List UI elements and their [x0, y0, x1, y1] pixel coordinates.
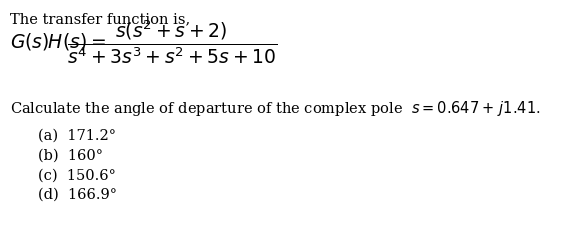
Text: Calculate the angle of departure of the complex pole  $s = 0.647 + \,j1.41$.: Calculate the angle of departure of the …: [10, 99, 540, 118]
Text: (a)  171.2°: (a) 171.2°: [38, 129, 116, 143]
Text: (b)  160°: (b) 160°: [38, 149, 103, 163]
Text: (d)  166.9°: (d) 166.9°: [38, 188, 117, 202]
Text: $G(s)H(s) =$: $G(s)H(s) =$: [10, 31, 105, 52]
Text: $\dfrac{s\left(s^2+s+2\right)}{s^4+3s^3+s^2+5s+10}$: $\dfrac{s\left(s^2+s+2\right)}{s^4+3s^3+…: [67, 18, 277, 66]
Text: The transfer function is,: The transfer function is,: [10, 12, 190, 26]
Text: (c)  150.6°: (c) 150.6°: [38, 168, 116, 182]
